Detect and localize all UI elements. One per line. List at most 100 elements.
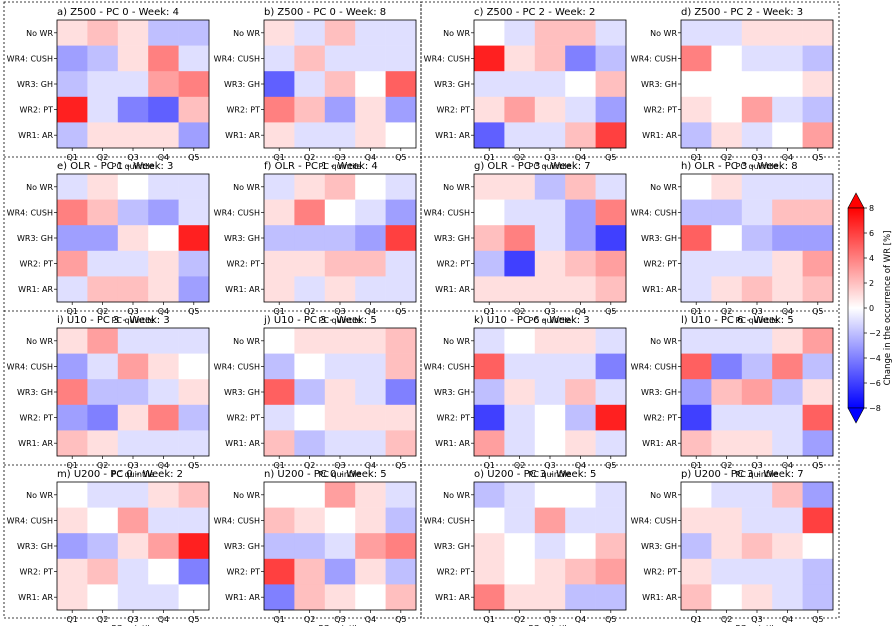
- heatmap-cell: [595, 174, 627, 200]
- heatmap-cell: [711, 45, 743, 72]
- x-tick-label: Q1: [691, 307, 702, 316]
- heatmap-cell: [772, 20, 803, 46]
- colorbar-bottom-arrow: [847, 407, 865, 424]
- heatmap-cell: [324, 122, 356, 149]
- heatmap-cell: [772, 430, 803, 457]
- x-tick-label: Q2: [721, 307, 732, 316]
- panel-title: o) U200 - PC 3 - Week: 5: [474, 469, 596, 480]
- x-tick-label: Q3: [334, 307, 345, 316]
- heatmap-cell: [355, 379, 386, 406]
- heatmap-cell: [474, 45, 505, 72]
- y-tick-label: WR1: AR: [435, 131, 470, 140]
- heatmap-cell: [57, 96, 88, 123]
- heatmap-cell: [178, 482, 210, 508]
- heatmap-cell: [772, 174, 803, 200]
- heatmap-cell: [264, 482, 295, 508]
- heatmap-cell: [87, 482, 119, 508]
- heatmap-cell: [87, 353, 119, 380]
- y-tick-label: No WR: [650, 491, 677, 500]
- heatmap-cell: [385, 584, 417, 611]
- heatmap-cell: [117, 45, 149, 72]
- heatmap-cell: [264, 174, 295, 200]
- heatmap-cell: [355, 353, 386, 380]
- heatmap-cell: [595, 96, 627, 123]
- heatmap-cell: [595, 328, 627, 354]
- colorbar-tick-label: 6: [869, 229, 874, 238]
- x-tick-label: Q4: [782, 307, 793, 316]
- heatmap-cell: [385, 199, 417, 226]
- heatmap-cell: [178, 122, 210, 149]
- heatmap-panel: k) U10 - PC 6 - Week: 3 No WR WR4: CUSH WR3…: [424, 315, 627, 479]
- heatmap-cell: [178, 20, 210, 46]
- heatmap-cell: [565, 533, 596, 560]
- heatmap-cell: [474, 20, 505, 46]
- heatmap-cell: [264, 404, 295, 431]
- heatmap-cell: [711, 533, 743, 560]
- heatmap-cell: [681, 482, 712, 508]
- panel-title: a) Z500 - PC 0 - Week: 4: [57, 7, 179, 18]
- heatmap-cell: [57, 482, 88, 508]
- heatmap-cell: [87, 71, 119, 98]
- heatmap-cell: [264, 20, 295, 46]
- x-tick-label: Q3: [127, 307, 138, 316]
- heatmap-cell: [148, 558, 179, 585]
- heatmap-cell: [595, 20, 627, 46]
- colorbar-tick-label: 2: [869, 279, 874, 288]
- heatmap-cell: [741, 225, 773, 252]
- y-tick-label: WR3: GH: [641, 542, 677, 551]
- heatmap-cell: [324, 584, 356, 611]
- x-tick-label: Q5: [395, 461, 406, 470]
- heatmap-cell: [772, 482, 803, 508]
- heatmap-cell: [595, 558, 627, 585]
- heatmap-cell: [474, 533, 505, 560]
- heatmap-cell: [178, 199, 210, 226]
- x-tick-label: Q3: [334, 153, 345, 162]
- x-tick-label: Q2: [304, 461, 315, 470]
- x-tick-label: Q1: [691, 615, 702, 624]
- heatmap-cell: [178, 225, 210, 252]
- heatmap-cell: [474, 276, 505, 303]
- x-axis-label: PC quintile: [319, 316, 362, 325]
- heatmap-cell: [802, 225, 834, 252]
- x-tick-label: Q4: [365, 307, 376, 316]
- heatmap-panel: i) U10 - PC 3 - Week: 3 No WR WR4: CUSH WR3…: [7, 315, 210, 479]
- heatmap-cell: [385, 404, 417, 431]
- heatmap-cell: [324, 250, 356, 277]
- colorbar-tick-label: −2: [869, 329, 881, 338]
- x-tick-label: Q4: [782, 461, 793, 470]
- y-tick-label: WR4: CUSH: [214, 208, 260, 217]
- heatmap-cell: [57, 122, 88, 149]
- x-tick-label: Q5: [395, 615, 406, 624]
- heatmap-cell: [148, 353, 179, 380]
- x-axis-label: PC quintile: [112, 162, 155, 171]
- heatmap-cell: [57, 71, 88, 98]
- heatmap-cell: [565, 404, 596, 431]
- heatmap-cell: [565, 353, 596, 380]
- x-tick-label: Q2: [304, 615, 315, 624]
- x-tick-label: Q5: [395, 153, 406, 162]
- x-tick-label: Q2: [97, 307, 108, 316]
- y-tick-label: No WR: [233, 337, 260, 346]
- y-tick-label: WR2: PT: [643, 414, 677, 423]
- x-tick-label: Q5: [812, 461, 823, 470]
- heatmap-cell: [534, 122, 566, 149]
- heatmap-cell: [474, 174, 505, 200]
- heatmap-cell: [264, 533, 295, 560]
- heatmap-cell: [57, 353, 88, 380]
- y-tick-label: WR2: PT: [436, 106, 470, 115]
- heatmap-cell: [565, 379, 596, 406]
- heatmap-cell: [148, 430, 179, 457]
- colorbar-top-arrow: [847, 192, 865, 209]
- x-tick-label: Q1: [67, 615, 78, 624]
- heatmap-cell: [324, 276, 356, 303]
- heatmap-cell: [355, 250, 386, 277]
- x-tick-label: Q5: [812, 307, 823, 316]
- x-tick-label: Q4: [575, 461, 586, 470]
- y-tick-label: WR3: GH: [224, 388, 260, 397]
- heatmap-cell: [178, 353, 210, 380]
- heatmap-cell: [595, 45, 627, 72]
- x-tick-label: Q3: [544, 461, 555, 470]
- heatmap-cell: [355, 122, 386, 149]
- y-tick-label: WR1: AR: [225, 439, 260, 448]
- x-tick-label: Q4: [575, 153, 586, 162]
